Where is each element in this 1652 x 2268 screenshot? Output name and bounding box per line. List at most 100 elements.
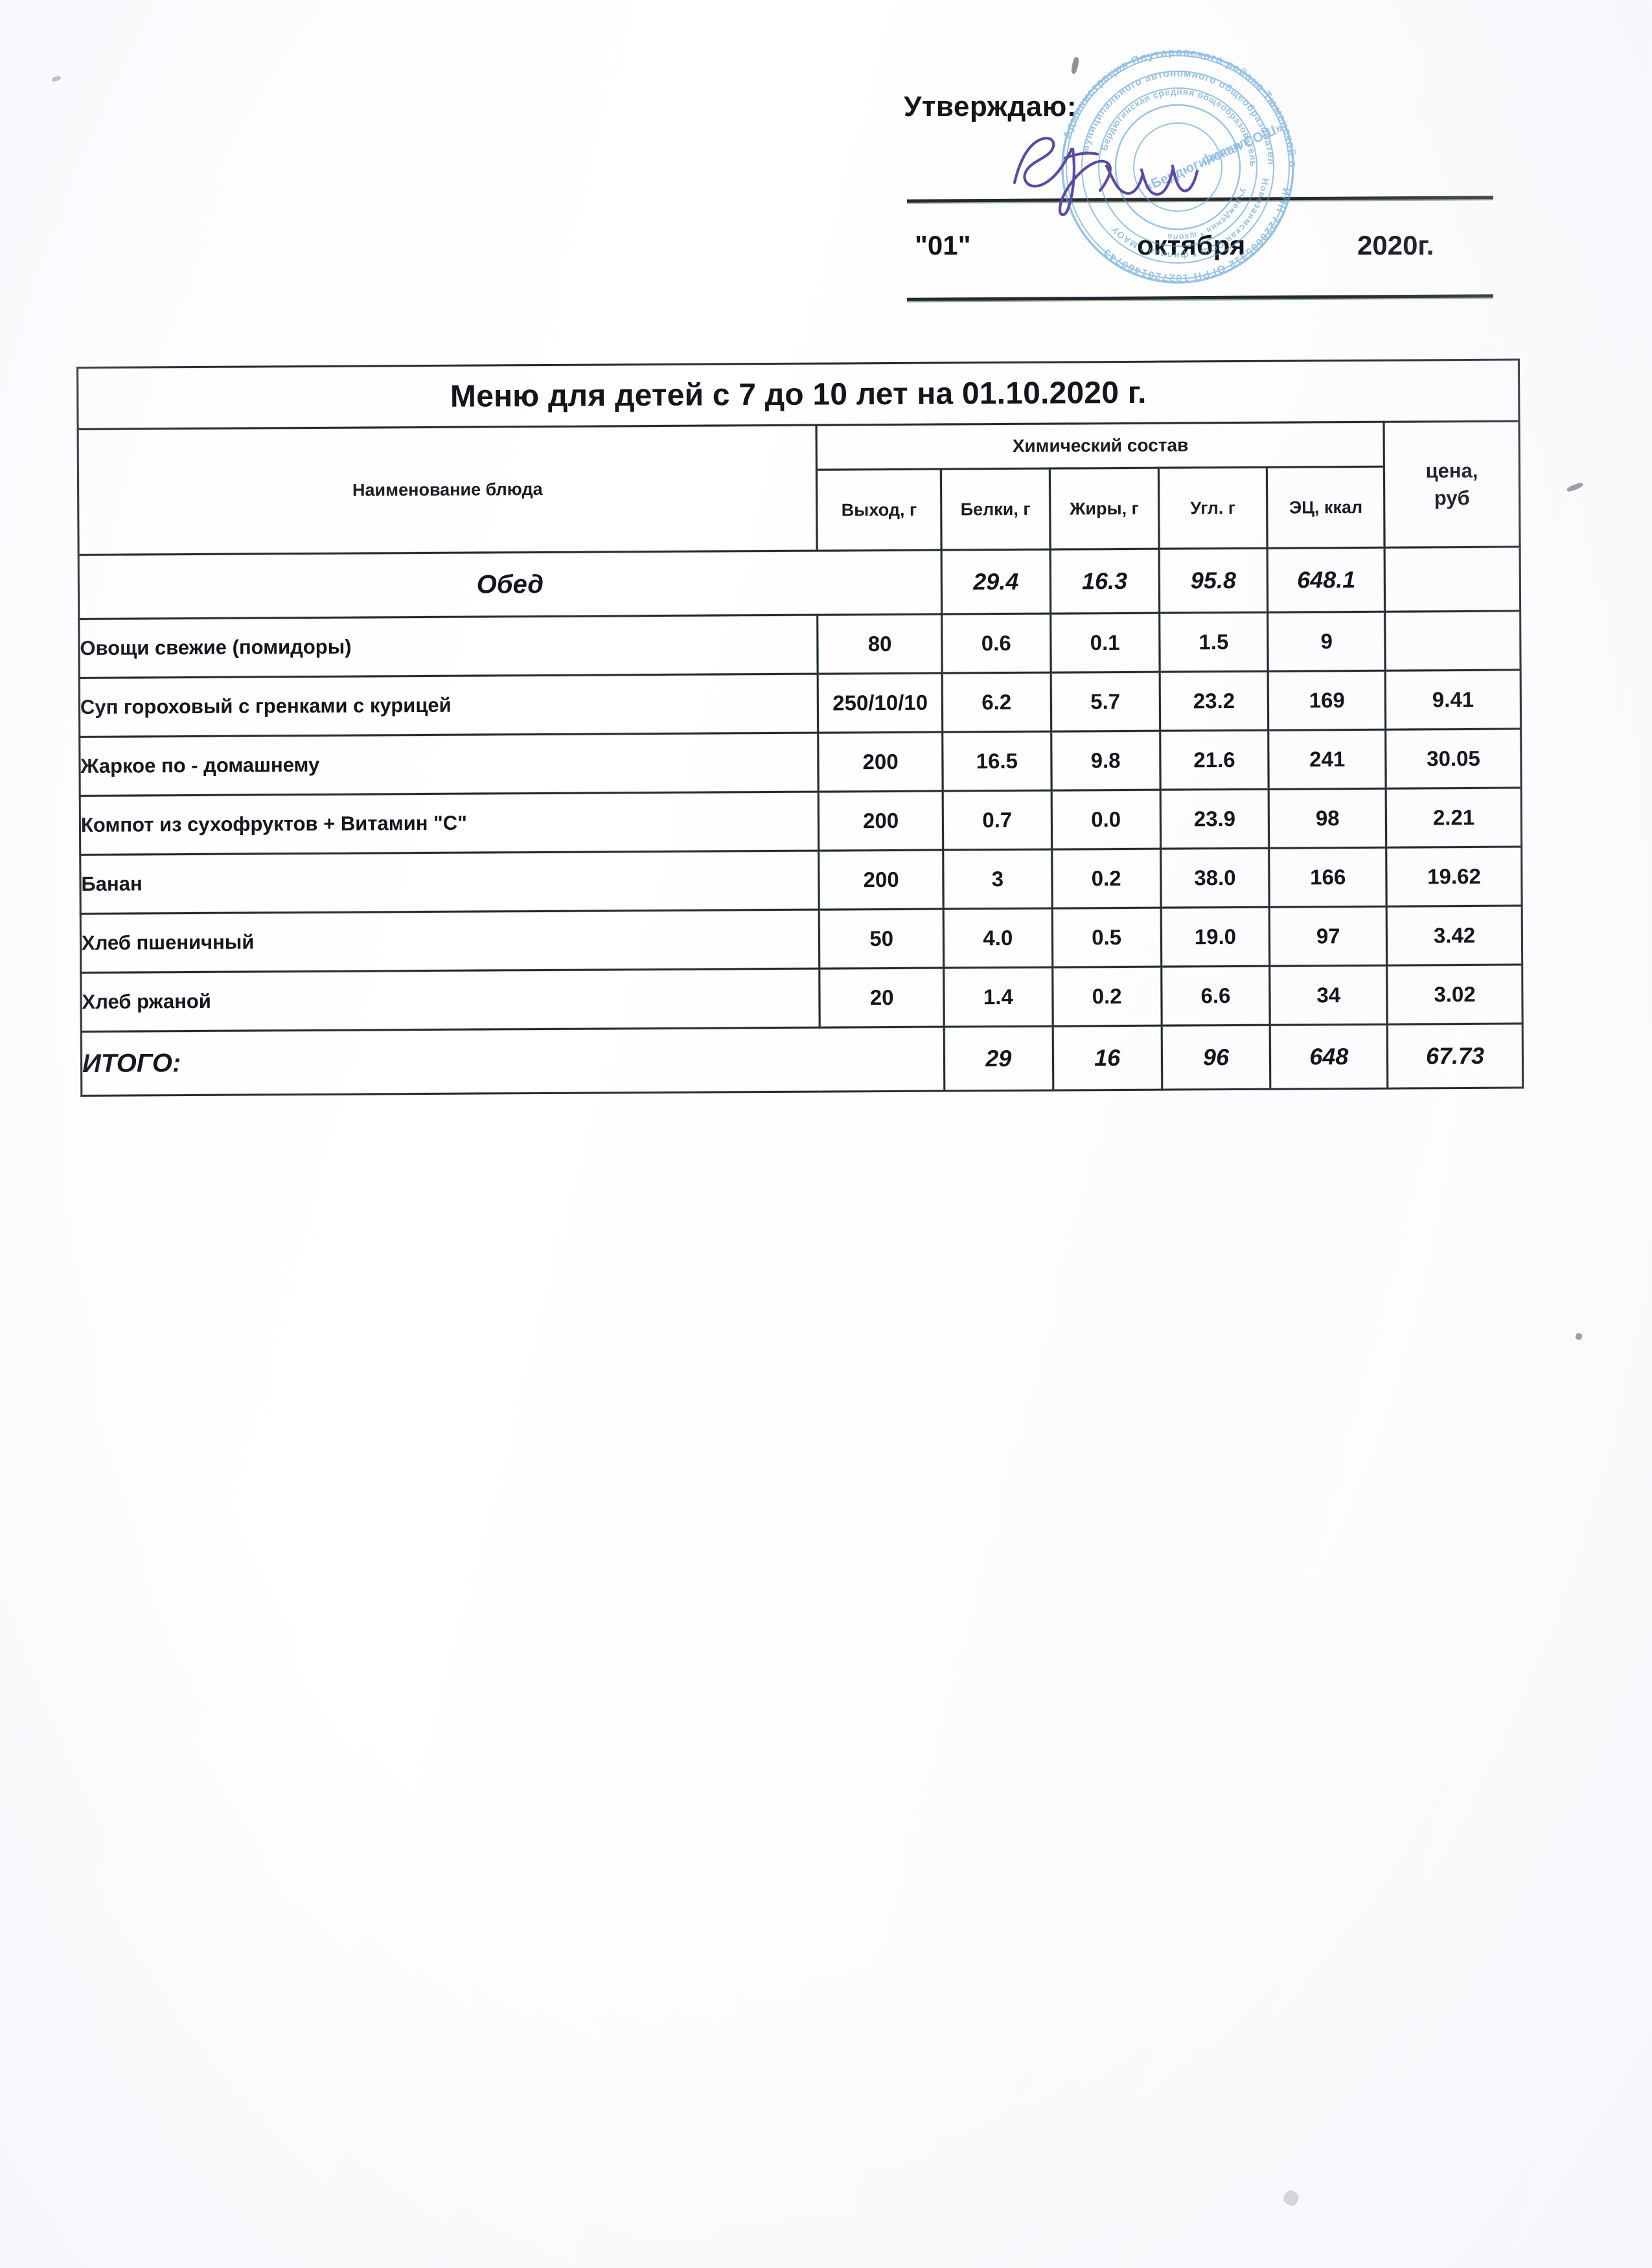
table-row: Хлеб пшеничный 50 4.0 0.5 19.0 97 3.42 (80, 906, 1522, 973)
table-total-row: ИТОГО: 29 16 96 648 67.73 (81, 1024, 1523, 1096)
dish-output: 250/10/10 (818, 673, 943, 733)
meal-fat: 16.3 (1050, 549, 1160, 614)
scan-artifact (1566, 481, 1584, 493)
dish-price: 3.42 (1386, 906, 1522, 966)
header-fat: Жиры, г (1050, 468, 1159, 550)
scan-artifact (1575, 1333, 1583, 1340)
dish-kcal: 9 (1268, 612, 1386, 672)
dish-protein: 16.5 (942, 731, 1051, 792)
dish-output: 200 (818, 791, 943, 851)
dish-carb: 6.6 (1161, 966, 1270, 1026)
dish-name: Суп гороховый с гренками с курицей (79, 674, 819, 737)
header-output: Выход, г (816, 469, 942, 551)
dish-kcal: 34 (1270, 965, 1388, 1025)
date-year: 2020г. (1357, 230, 1434, 260)
scan-artifact (1070, 56, 1080, 74)
date-line: "01" октября 2020г. (907, 230, 1503, 269)
dish-name: Хлеб пшеничный (80, 910, 820, 973)
dish-protein: 1.4 (943, 967, 1053, 1027)
dish-price: 3.02 (1386, 965, 1523, 1025)
header-price-line2: руб (1434, 486, 1470, 509)
dish-output: 20 (820, 968, 945, 1028)
meal-price (1384, 547, 1520, 612)
date-rule (906, 294, 1494, 301)
dish-carb: 1.5 (1159, 612, 1268, 672)
total-protein: 29 (944, 1026, 1053, 1092)
approval-label: Утверждаю: (904, 91, 1077, 122)
dish-fat: 0.5 (1051, 908, 1162, 968)
table-row: Компот из сухофруктов + Витамин "С" 200 … (80, 788, 1522, 855)
dish-kcal: 169 (1268, 670, 1386, 731)
dish-fat: 0.2 (1052, 967, 1162, 1027)
header-chemical-composition: Химический состав (816, 422, 1384, 470)
meal-carb: 95.8 (1158, 548, 1268, 613)
header-carb: Угл. г (1158, 467, 1268, 549)
dish-price: 19.62 (1386, 847, 1522, 907)
table-row: Суп гороховый с гренками с курицей 250/1… (79, 670, 1521, 737)
total-kcal: 648 (1270, 1024, 1388, 1090)
header-price-line1: цена, (1425, 459, 1478, 483)
dish-output: 200 (818, 732, 943, 792)
total-carb: 96 (1161, 1025, 1271, 1090)
dish-protein: 6.2 (942, 672, 1051, 733)
scan-artifact (1281, 2188, 1302, 2208)
total-label: ИТОГО: (81, 1027, 945, 1096)
dish-name: Овощи свежие (помидоры) (78, 615, 818, 678)
dish-output: 200 (819, 850, 944, 910)
header-price: цена, руб (1384, 421, 1520, 548)
dish-protein: 0.6 (941, 613, 1051, 674)
menu-table: Меню для детей с 7 до 10 лет на 01.10.20… (76, 359, 1524, 1097)
meal-kcal: 648.1 (1267, 547, 1385, 613)
dish-name: Жаркое по - домашнему (79, 733, 819, 796)
dish-fat: 5.7 (1050, 672, 1160, 732)
dish-fat: 0.1 (1050, 613, 1160, 673)
dish-fat: 9.8 (1051, 731, 1160, 791)
dish-protein: 3 (943, 849, 1052, 910)
table-row: Жаркое по - домашнему 200 16.5 9.8 21.6 … (79, 729, 1522, 796)
header-dish-name: Наименование блюда (78, 425, 818, 555)
table-row: Банан 200 3 0.2 38.0 166 19.62 (80, 847, 1522, 914)
header-kcal: ЭЦ, ккал (1267, 466, 1385, 549)
dish-output: 80 (818, 614, 943, 674)
dish-carb: 23.2 (1159, 671, 1269, 731)
table-header-row-1: Наименование блюда Химический состав цен… (78, 421, 1520, 555)
signature-rule (906, 196, 1494, 203)
dish-kcal: 241 (1268, 729, 1386, 790)
meal-label: Обед (78, 550, 942, 619)
header-protein: Белки, г (941, 468, 1050, 551)
dish-kcal: 166 (1269, 847, 1387, 908)
dish-kcal: 98 (1268, 788, 1386, 849)
svg-text:«Бердюгинская СОШ»: «Бердюгинская СОШ» (1142, 120, 1285, 194)
dish-name: Банан (80, 851, 820, 914)
dish-name: Компот из сухофруктов + Витамин "С" (80, 792, 820, 855)
table-row: Овощи свежие (помидоры) 80 0.6 0.1 1.5 9 (78, 611, 1521, 678)
dish-name: Хлеб ржаной (80, 968, 820, 1032)
dish-price: 2.21 (1386, 788, 1522, 848)
table-title-row: Меню для детей с 7 до 10 лет на 01.10.20… (77, 360, 1520, 430)
dish-price: 9.41 (1385, 670, 1521, 730)
dish-fat: 0.0 (1051, 790, 1161, 850)
meal-protein: 29.4 (941, 549, 1051, 615)
approval-block: Утверждаю: (904, 91, 1500, 123)
dish-carb: 38.0 (1160, 848, 1270, 908)
dish-protein: 0.7 (943, 790, 1052, 851)
meal-section-row: Обед 29.4 16.3 95.8 648.1 (78, 547, 1520, 619)
dish-output: 50 (819, 909, 944, 969)
dish-protein: 4.0 (943, 908, 1053, 968)
date-day: "01" (915, 230, 971, 260)
total-price: 67.73 (1387, 1024, 1523, 1089)
dish-price: 30.05 (1385, 729, 1522, 789)
signature-mark (1013, 137, 1199, 216)
page-title: Меню для детей с 7 до 10 лет на 01.10.20… (77, 360, 1520, 430)
dish-carb: 19.0 (1160, 907, 1270, 967)
dish-carb: 21.6 (1160, 730, 1269, 790)
total-fat: 16 (1052, 1025, 1162, 1091)
date-month: октября (1137, 230, 1246, 260)
dish-price (1384, 611, 1521, 671)
svg-text:филиал: филиал (1199, 135, 1249, 168)
table-row: Хлеб ржаной 20 1.4 0.2 6.6 34 3.02 (80, 965, 1523, 1032)
dish-fat: 0.2 (1051, 849, 1161, 909)
dish-kcal: 97 (1269, 906, 1387, 967)
dish-carb: 23.9 (1160, 789, 1270, 849)
